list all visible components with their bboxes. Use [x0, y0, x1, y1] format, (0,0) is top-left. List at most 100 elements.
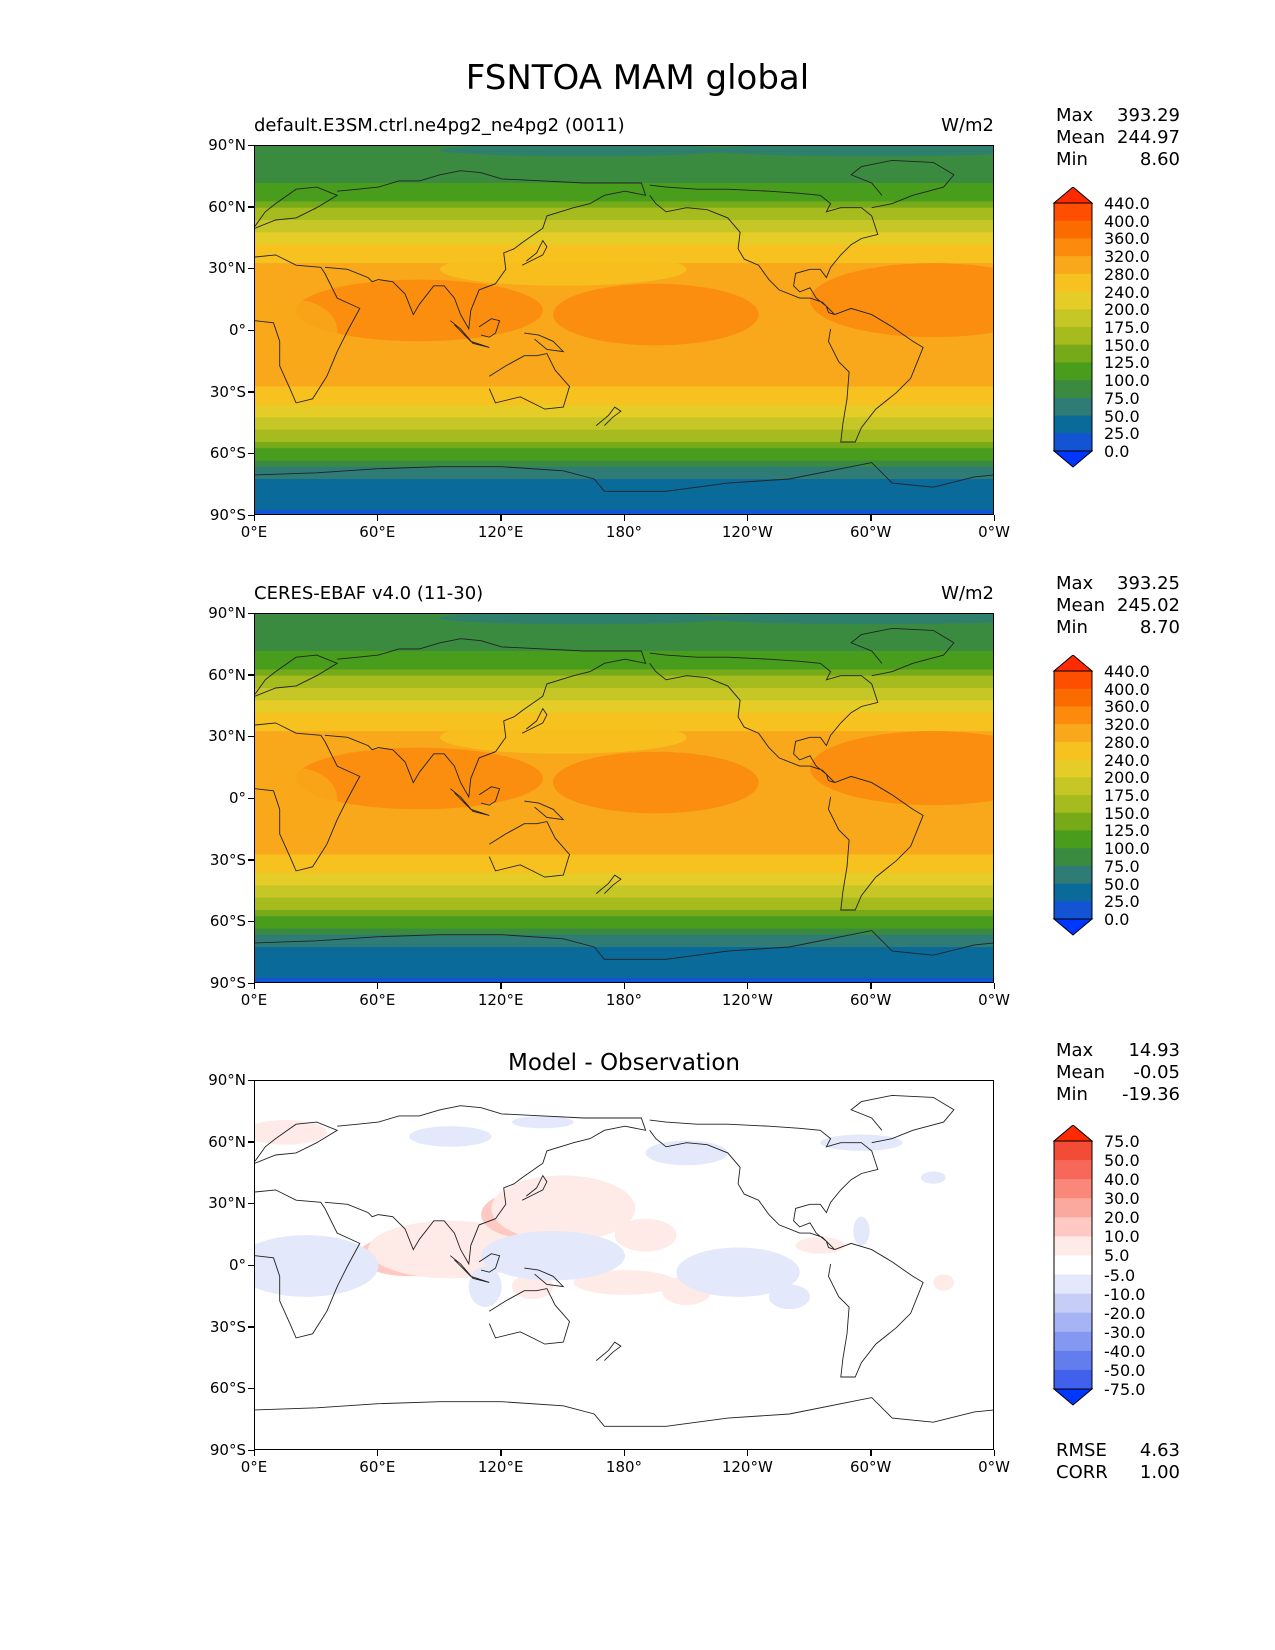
field-band: [255, 386, 993, 394]
colorbar-tick-label: -20.0: [1104, 1303, 1146, 1323]
lat-tick-label: 90°S: [209, 506, 246, 524]
lat-tick-label: 30°N: [208, 1194, 246, 1213]
field-band: [255, 220, 993, 227]
map-field: [255, 614, 993, 982]
colorbar-tick-label: 75.0: [1104, 1132, 1140, 1151]
colorbar-tick-label: 125.0: [1104, 821, 1150, 841]
coastline: [324, 170, 647, 331]
field-band: [255, 885, 993, 892]
lon-tick-mark: [253, 515, 255, 521]
field-band: [255, 195, 993, 202]
field-band: [255, 823, 993, 831]
colorbar-segment: [1054, 1369, 1092, 1390]
field-band: [255, 836, 993, 843]
panel-title: default.E3SM.ctrl.ne4pg2_ne4pg2 (0011): [254, 115, 625, 136]
colorbar-segment: [1054, 1331, 1092, 1352]
colorbar-extend-min: [1052, 1388, 1094, 1406]
lat-tick-mark: [248, 982, 254, 984]
field-band: [255, 454, 993, 461]
coastline: [649, 1119, 879, 1251]
lat-tick-label: 60°S: [209, 912, 246, 931]
stat-label: Min: [1056, 149, 1088, 170]
field-band: [255, 854, 993, 862]
colorbar-tick-label: 20.0: [1104, 1208, 1140, 1228]
colorbar-tick-label: 150.0: [1104, 803, 1150, 823]
field-band: [255, 479, 993, 486]
colorbar-segment: [1054, 1293, 1092, 1314]
field-feature: [553, 283, 759, 346]
difference-feature: [768, 1284, 810, 1310]
field-band: [255, 651, 993, 658]
field-feature: [440, 614, 728, 625]
colorbar-segment: [1054, 415, 1092, 434]
stat-label: Mean: [1056, 1062, 1106, 1083]
colorbar-segment: [1054, 777, 1092, 796]
colorbar-tick-label: 440.0: [1104, 194, 1150, 213]
field-bands: [255, 614, 993, 982]
colorbar-segment: [1054, 706, 1092, 725]
field-feature: [440, 252, 687, 286]
difference-feature: [511, 1274, 554, 1299]
field-band: [255, 700, 993, 707]
colorbar-segment: [1054, 433, 1092, 452]
lat-tick-label: 0°: [228, 1256, 246, 1274]
coastline: [450, 788, 490, 816]
colorbar-segment: [1054, 795, 1092, 814]
panel-units: W/m2: [941, 115, 994, 136]
lon-tick-label: 0°W: [978, 1458, 1010, 1476]
coastline: [478, 1253, 501, 1273]
field-band: [255, 466, 993, 474]
lon-tick-label: 60°E: [359, 523, 396, 541]
colorbar-tick-label: 10.0: [1104, 1227, 1140, 1247]
field-feature: [440, 146, 728, 157]
field-band: [255, 164, 993, 172]
colorbar-extend-min: [1052, 450, 1094, 468]
coastline: [488, 353, 571, 410]
lat-tick-label: 30°S: [209, 1317, 246, 1336]
lat-tick-mark: [248, 612, 254, 614]
field-band: [255, 928, 993, 936]
difference-feature: [853, 1216, 870, 1246]
field-band: [255, 688, 993, 695]
coastline: [255, 930, 993, 960]
colorbar-tick-label: 400.0: [1104, 679, 1150, 699]
lat-tick-mark: [248, 1264, 254, 1266]
difference-feature: [491, 1175, 636, 1242]
lat-tick-label: 90°N: [208, 136, 246, 154]
extra-stat-value: 4.63: [1139, 1440, 1180, 1461]
lon-tick-mark: [870, 983, 872, 989]
colorbar-tick-label: 5.0: [1104, 1246, 1130, 1266]
field-feature: [440, 720, 687, 754]
stat-label: Max: [1056, 1040, 1094, 1061]
lon-tick-mark: [623, 1450, 625, 1456]
lat-tick-label: 30°N: [208, 727, 246, 746]
colorbar-tick-label: 75.0: [1104, 388, 1140, 408]
colorbar-frame: [1053, 670, 1093, 920]
field-band: [255, 226, 993, 233]
field-band: [255, 380, 993, 387]
colorbar-segment: [1054, 344, 1092, 363]
coastline: [850, 627, 955, 677]
field-band: [255, 232, 993, 239]
lon-tick-mark: [870, 515, 872, 521]
field-band: [255, 903, 993, 911]
lat-tick-mark: [248, 452, 254, 455]
coastline: [524, 800, 565, 821]
lon-tick-mark: [376, 1450, 379, 1456]
lon-tick-mark: [253, 983, 255, 989]
colorbar-extend-max: [1052, 187, 1094, 204]
colorbar-segment: [1054, 256, 1092, 275]
stat-label: Mean: [1056, 127, 1106, 148]
colorbar-tick-label: 200.0: [1104, 768, 1150, 788]
colorbar-tick-label: 360.0: [1104, 697, 1150, 717]
field-band: [255, 435, 993, 443]
stat-value: -0.05: [1133, 1062, 1180, 1083]
field-band: [255, 638, 993, 646]
extra-stat-value: 1.00: [1139, 1462, 1180, 1483]
field-band: [255, 411, 993, 418]
field-band: [255, 657, 993, 664]
lon-tick-label: 0°E: [240, 523, 268, 541]
map-plot: [254, 613, 994, 983]
field-band: [255, 675, 993, 683]
colorbar-segment: [1054, 901, 1092, 920]
